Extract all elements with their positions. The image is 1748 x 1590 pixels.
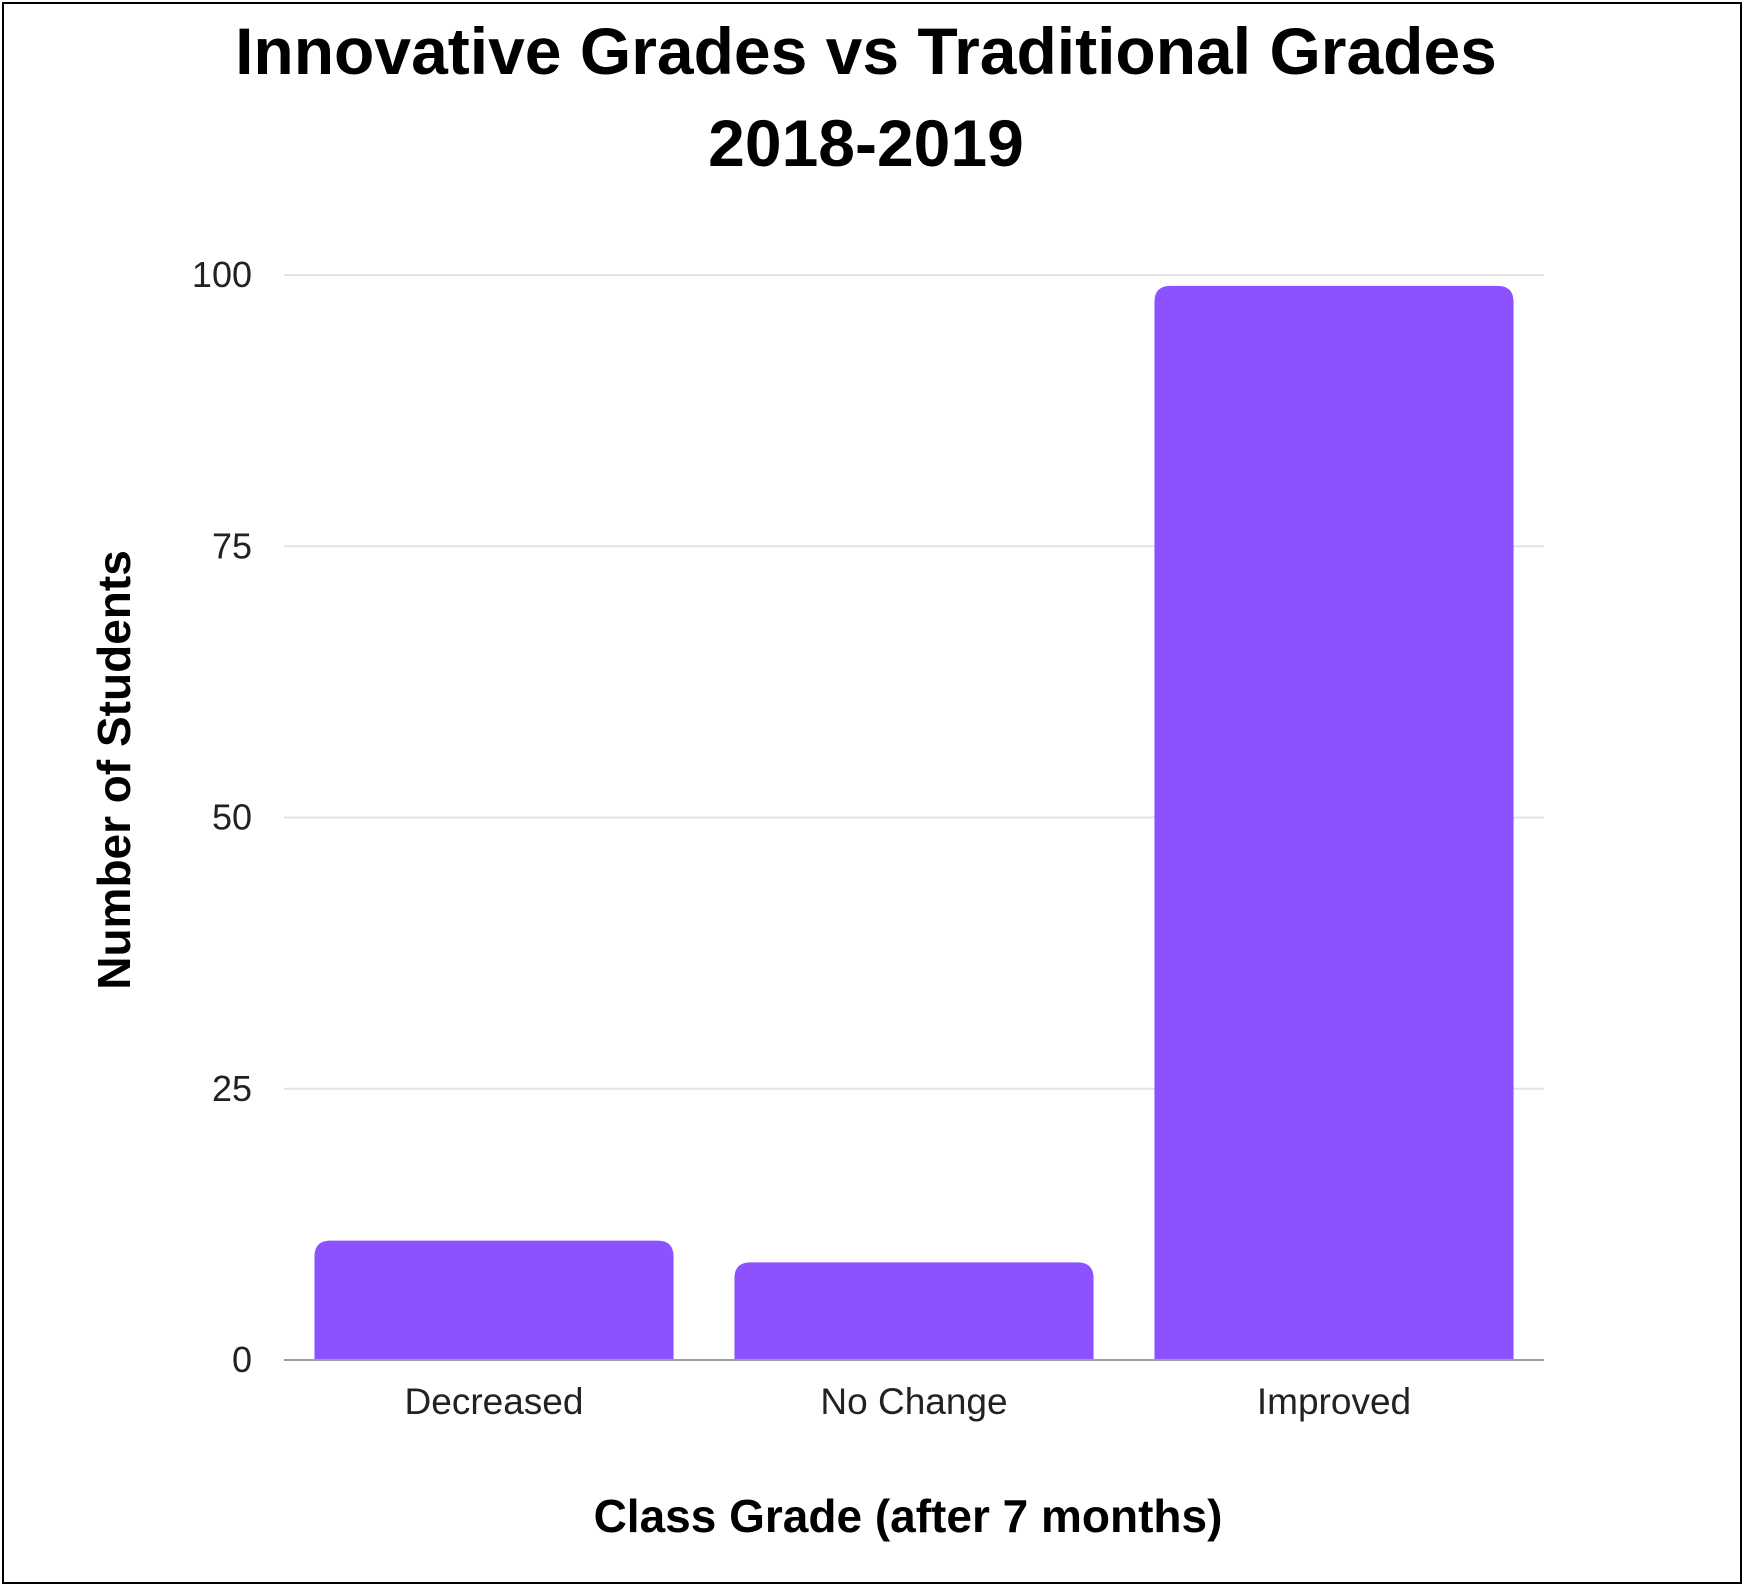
bar-improved xyxy=(1154,285,1514,1361)
y-tick-label: 50 xyxy=(212,797,252,838)
x-category-labels: Decreased No Change Improved xyxy=(405,1381,1412,1422)
x-category-label: Improved xyxy=(1257,1381,1411,1422)
y-tick-labels: 0 25 50 75 100 xyxy=(192,254,252,1380)
chart-title-line-1: Innovative Grades vs Traditional Grades xyxy=(235,14,1497,88)
y-tick-label: 100 xyxy=(192,254,252,295)
chart-title: Innovative Grades vs Traditional Grades … xyxy=(235,14,1497,180)
y-tick-label: 25 xyxy=(212,1068,252,1109)
x-axis-title: Class Grade (after 7 months) xyxy=(594,1490,1223,1542)
x-category-label: No Change xyxy=(820,1381,1007,1422)
x-category-label: Decreased xyxy=(405,1381,584,1422)
y-axis-title: Number of Students xyxy=(88,550,140,990)
y-tick-label: 75 xyxy=(212,525,252,566)
bar-decreased xyxy=(314,1240,674,1360)
chart-title-line-2: 2018-2019 xyxy=(708,106,1024,180)
bar-no-change xyxy=(734,1262,1094,1360)
y-tick-label: 0 xyxy=(232,1339,252,1380)
bars xyxy=(314,285,1514,1361)
